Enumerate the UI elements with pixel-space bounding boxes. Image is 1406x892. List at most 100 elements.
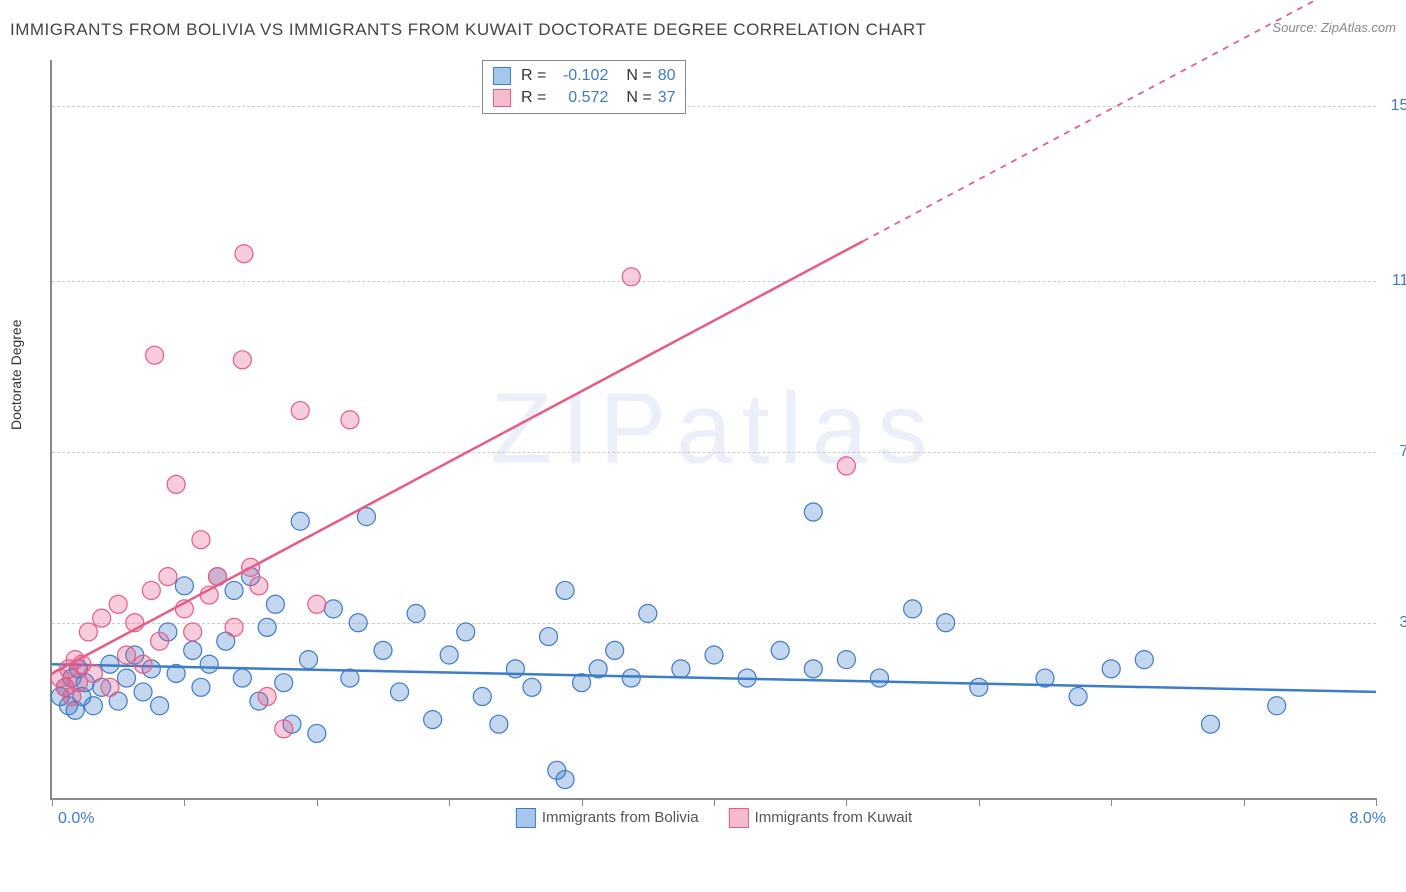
bolivia-point bbox=[1268, 697, 1286, 715]
y-tick-label: 11.2% bbox=[1386, 272, 1406, 290]
source-value: ZipAtlas.com bbox=[1321, 20, 1396, 35]
bolivia-point bbox=[804, 660, 822, 678]
legend-swatch bbox=[729, 808, 749, 828]
x-tick bbox=[449, 798, 450, 806]
n-label: N = bbox=[626, 67, 651, 85]
x-tick bbox=[582, 798, 583, 806]
x-axis-max-label: 8.0% bbox=[1350, 810, 1386, 828]
kuwait-point bbox=[146, 346, 164, 364]
bolivia-point bbox=[639, 605, 657, 623]
scatter-plot-svg bbox=[52, 60, 1376, 798]
n-value: 80 bbox=[658, 67, 676, 85]
bolivia-point bbox=[556, 581, 574, 599]
x-tick bbox=[184, 798, 185, 806]
bolivia-point bbox=[540, 628, 558, 646]
kuwait-point bbox=[258, 688, 276, 706]
plot-region: ZIPatlas 3.8%7.5%11.2%15.0% R =-0.102N =… bbox=[50, 60, 1376, 800]
n-value: 37 bbox=[658, 89, 676, 107]
bolivia-point bbox=[904, 600, 922, 618]
bolivia-point bbox=[937, 614, 955, 632]
bolivia-point bbox=[672, 660, 690, 678]
bolivia-point bbox=[175, 577, 193, 595]
r-label: R = bbox=[521, 67, 546, 85]
r-label: R = bbox=[521, 89, 546, 107]
n-label: N = bbox=[626, 89, 651, 107]
bolivia-point bbox=[308, 724, 326, 742]
stats-row: R =-0.102N =80 bbox=[493, 65, 675, 87]
source-attribution: Source: ZipAtlas.com bbox=[1272, 20, 1396, 35]
kuwait-point bbox=[275, 720, 293, 738]
bolivia-point bbox=[275, 674, 293, 692]
bolivia-point bbox=[192, 678, 210, 696]
kuwait-point bbox=[84, 664, 102, 682]
bolivia-point bbox=[523, 678, 541, 696]
bottom-legend: Immigrants from Bolivia Immigrants from K… bbox=[516, 808, 912, 828]
bolivia-point bbox=[233, 669, 251, 687]
kuwait-point bbox=[192, 531, 210, 549]
x-tick bbox=[52, 798, 53, 806]
kuwait-point bbox=[151, 632, 169, 650]
bolivia-point bbox=[970, 678, 988, 696]
kuwait-point bbox=[109, 595, 127, 613]
bolivia-point bbox=[1102, 660, 1120, 678]
legend-item: Immigrants from Bolivia bbox=[516, 808, 699, 828]
kuwait-point bbox=[134, 655, 152, 673]
kuwait-point bbox=[225, 618, 243, 636]
bolivia-point bbox=[324, 600, 342, 618]
bolivia-point bbox=[374, 641, 392, 659]
kuwait-point bbox=[837, 457, 855, 475]
bolivia-point bbox=[1135, 651, 1153, 669]
kuwait-point bbox=[117, 646, 135, 664]
bolivia-point bbox=[184, 641, 202, 659]
y-tick-label: 3.8% bbox=[1386, 614, 1406, 632]
bolivia-point bbox=[1202, 715, 1220, 733]
kuwait-point bbox=[308, 595, 326, 613]
x-tick bbox=[1111, 798, 1112, 806]
kuwait-point bbox=[142, 581, 160, 599]
x-tick bbox=[1244, 798, 1245, 806]
bolivia-point bbox=[391, 683, 409, 701]
bolivia-point bbox=[606, 641, 624, 659]
bolivia-point bbox=[300, 651, 318, 669]
bolivia-point bbox=[705, 646, 723, 664]
x-axis-min-label: 0.0% bbox=[58, 810, 94, 828]
bolivia-point bbox=[473, 688, 491, 706]
kuwait-point bbox=[101, 678, 119, 696]
bolivia-point bbox=[266, 595, 284, 613]
stats-row: R = 0.572 N = 37 bbox=[493, 87, 675, 109]
bolivia-point bbox=[134, 683, 152, 701]
legend-label: Immigrants from Bolivia bbox=[542, 809, 699, 826]
bolivia-point bbox=[804, 503, 822, 521]
bolivia-point bbox=[291, 512, 309, 530]
legend-swatch bbox=[516, 808, 536, 828]
r-value: 0.572 bbox=[552, 89, 608, 107]
y-tick-label: 7.5% bbox=[1386, 443, 1406, 461]
kuwait-point bbox=[184, 623, 202, 641]
bolivia-point bbox=[424, 711, 442, 729]
legend-item: Immigrants from Kuwait bbox=[729, 808, 913, 828]
bolivia-point bbox=[1069, 688, 1087, 706]
x-tick bbox=[317, 798, 318, 806]
legend-swatch bbox=[493, 67, 511, 85]
bolivia-point bbox=[871, 669, 889, 687]
kuwait-point bbox=[250, 577, 268, 595]
x-tick bbox=[846, 798, 847, 806]
kuwait-point bbox=[291, 402, 309, 420]
kuwait-point bbox=[159, 568, 177, 586]
bolivia-point bbox=[151, 697, 169, 715]
kuwait-point bbox=[167, 475, 185, 493]
kuwait-point bbox=[622, 268, 640, 286]
correlation-stats-box: R =-0.102N =80R =0.572N =37 bbox=[482, 60, 686, 114]
x-tick bbox=[714, 798, 715, 806]
kuwait-point bbox=[93, 609, 111, 627]
bolivia-point bbox=[490, 715, 508, 733]
legend-swatch bbox=[493, 89, 511, 107]
kuwait-trendline bbox=[52, 241, 863, 673]
bolivia-point bbox=[225, 581, 243, 599]
bolivia-point bbox=[440, 646, 458, 664]
chart-title: IMMIGRANTS FROM BOLIVIA VS IMMIGRANTS FR… bbox=[10, 20, 926, 39]
x-tick bbox=[1376, 798, 1377, 806]
bolivia-point bbox=[556, 771, 574, 789]
bolivia-point bbox=[837, 651, 855, 669]
bolivia-point bbox=[771, 641, 789, 659]
